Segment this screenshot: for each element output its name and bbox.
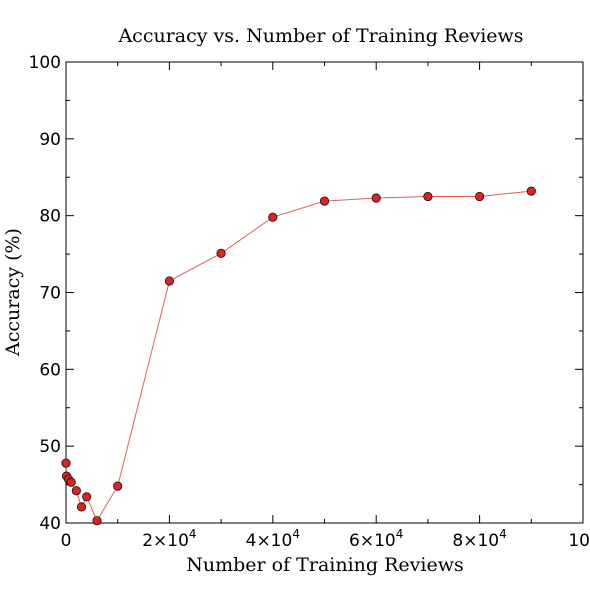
plot-border (65, 61, 584, 524)
x-tick-label: 105 (568, 527, 590, 551)
data-point (268, 212, 278, 222)
y-tick-label: 70 (39, 284, 61, 304)
data-point (113, 481, 123, 491)
x-tick-label: 2×104 (142, 527, 196, 551)
y-axis: 40 50 60 70 80 90 100 (29, 53, 583, 534)
data-point (526, 186, 536, 196)
x-tick-label: 6×104 (349, 527, 403, 551)
y-tick-label: 40 (39, 514, 61, 534)
data-point (61, 458, 71, 468)
y-axis-label: Accuracy (%) (2, 228, 24, 357)
x-axis-label: Number of Training Reviews (186, 554, 463, 576)
data-point (319, 196, 330, 206)
series-line (65, 190, 532, 522)
chart-title: Accuracy vs. Number of Training Reviews (117, 25, 523, 47)
y-tick-label: 100 (29, 53, 61, 73)
data-point (76, 502, 87, 512)
data-point (164, 276, 174, 286)
x-tick-label: 0 (61, 531, 72, 551)
y-tick-label: 50 (39, 437, 61, 457)
data-point (474, 191, 485, 202)
y-tick-label: 60 (39, 360, 61, 380)
data-point (82, 492, 92, 502)
y-tick-label: 90 (39, 130, 61, 150)
data-points (61, 186, 536, 526)
plot-frame (65, 61, 584, 524)
data-point (71, 486, 81, 496)
x-axis: 0 2×104 4×104 6×104 8×104 105 (61, 62, 590, 551)
data-point (92, 516, 102, 526)
x-tick-label: 4×104 (246, 527, 300, 551)
data-point (423, 191, 433, 202)
data-point (66, 477, 76, 487)
data-point (216, 248, 226, 258)
x-tick-label: 8×104 (452, 527, 506, 551)
data-point (371, 193, 381, 203)
y-tick-label: 80 (39, 207, 61, 227)
